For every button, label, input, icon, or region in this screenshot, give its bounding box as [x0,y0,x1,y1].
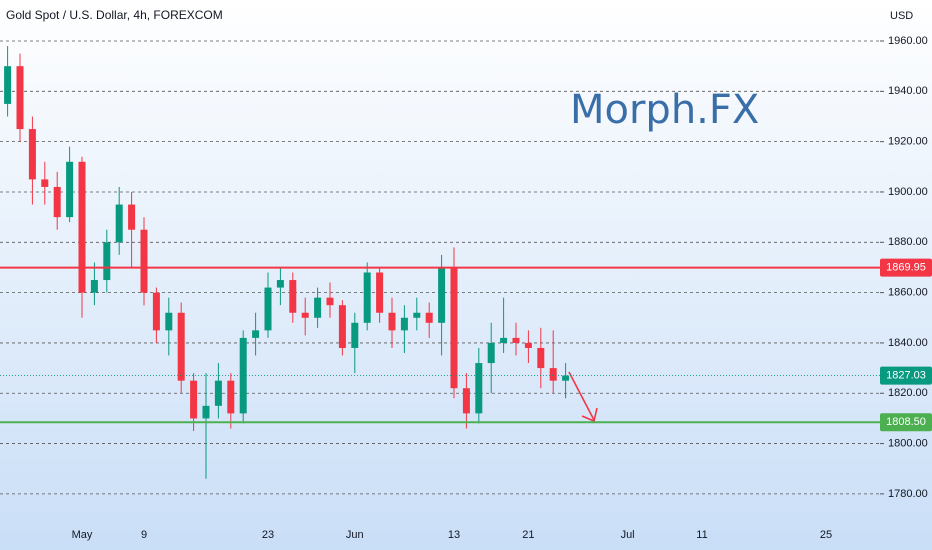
candle-body [115,204,123,243]
candle-body [78,161,86,293]
candle-body [177,312,185,381]
candle-body [537,347,545,369]
currency-label: USD [890,10,913,22]
candle-body [388,312,396,331]
candle-body [438,267,446,323]
candles [4,46,570,479]
candle-body [41,179,49,187]
candle-body [351,322,359,348]
y-tick-label: 1800.00 [888,437,928,449]
candle-body [140,229,148,293]
candle-body [301,312,309,318]
candle-body [190,380,198,419]
candle-body [562,375,570,381]
candle-body [487,342,495,364]
candle-body [376,272,384,313]
y-tick-label: 1960.00 [888,35,928,47]
y-tick-label: 1900.00 [888,186,928,198]
chart-title: Gold Spot / U.S. Dollar, 4h, FOREXCOM [6,8,223,22]
candle-body [214,380,222,406]
candle-body [66,161,74,218]
candle-body [462,388,470,414]
y-tick-label: 1880.00 [888,236,928,248]
candle-body [90,280,98,293]
y-tick-label: 1840.00 [888,337,928,349]
y-tick-label: 1820.00 [888,387,928,399]
candle-body [363,272,371,323]
y-tick-label: 1780.00 [888,488,928,500]
candle-body [16,66,24,130]
price-tag [880,258,932,277]
candle-body [264,287,272,331]
candle-body [103,242,111,281]
candle-body [338,305,346,348]
price-tag [880,413,932,432]
y-tick-label: 1920.00 [888,136,928,148]
arrow-line [568,371,595,421]
arrow-head [581,407,598,423]
x-tick-label: May [72,529,93,541]
candle-body [524,342,532,348]
candle-body [28,129,36,180]
candle-body [202,405,210,419]
forecast-arrow [568,371,598,423]
candle-body [500,337,508,343]
x-tick-label: 11 [696,529,707,541]
x-tick-label: 23 [262,529,274,541]
price-tag-label: 1808.50 [886,416,926,428]
watermark: Morph.FX [570,87,759,133]
candle-body [252,330,260,338]
y-tick-label: 1860.00 [888,287,928,299]
x-tick-label: 25 [820,529,832,541]
candle-body [276,280,284,288]
y-tick-label: 1940.00 [888,85,928,97]
candle-body [53,186,61,218]
candle-body [128,204,136,230]
candle-body [227,380,235,414]
x-tick-label: Jul [621,529,635,541]
x-tick-label: Jun [346,529,364,541]
candle-body [326,297,334,306]
candle-body [314,297,322,318]
price-tag-label: 1827.03 [886,369,926,381]
price-tag [880,366,932,385]
candle-body [152,292,160,331]
candle-body [450,267,458,389]
candle-body [413,312,421,318]
candle-body [400,317,408,331]
candle-body [165,312,173,331]
price-tag-label: 1869.95 [886,261,926,273]
candle-body [289,280,297,313]
candle-body [425,312,433,323]
candle-body [512,337,520,343]
x-tick-label: 13 [448,529,460,541]
candle-body [549,368,557,381]
candle-body [4,66,12,104]
x-tick-label: 9 [141,529,147,541]
x-tick-label: 21 [522,529,534,541]
candle-body [475,363,483,414]
